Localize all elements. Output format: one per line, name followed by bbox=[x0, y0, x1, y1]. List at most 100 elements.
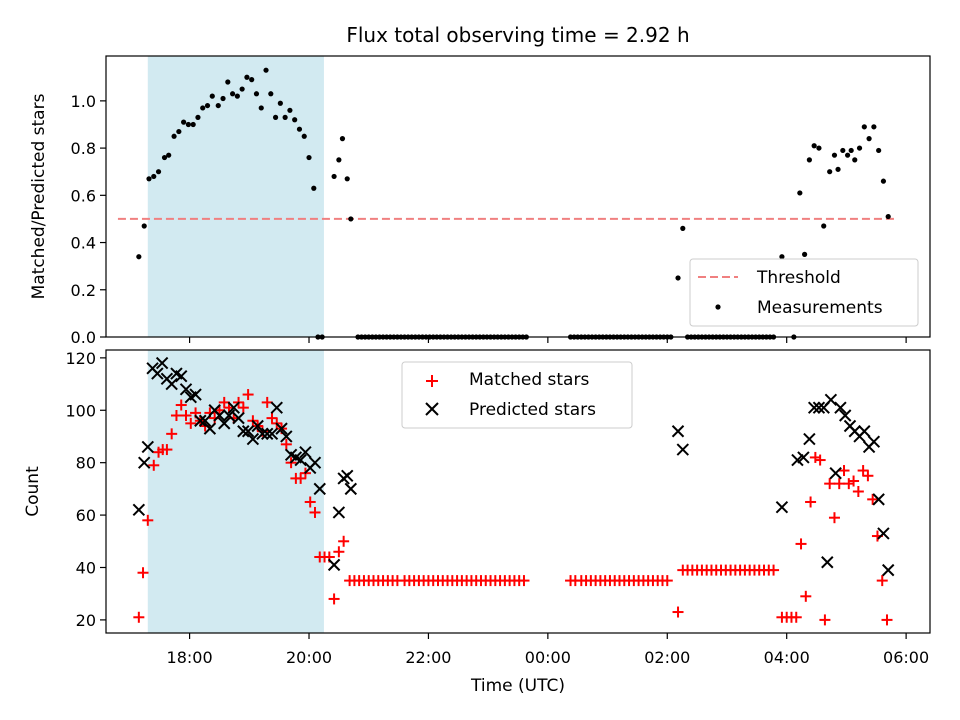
measurement-point bbox=[348, 216, 354, 222]
measurement-point bbox=[195, 114, 201, 120]
predicted-star-point bbox=[294, 453, 307, 467]
measurements-legend-label: Measurements bbox=[757, 298, 883, 318]
matched-star-point bbox=[175, 399, 187, 411]
predicted-star-point bbox=[807, 401, 821, 414]
measurement-point bbox=[306, 154, 312, 161]
predicted-star-point bbox=[824, 393, 838, 406]
count-y-axis-label: Count bbox=[23, 466, 43, 517]
x-tick-label: 18:00 bbox=[167, 648, 213, 667]
measurement-point bbox=[339, 136, 346, 142]
predicted-star-point bbox=[867, 435, 881, 448]
predicted-star-point bbox=[881, 563, 895, 577]
measurement-point bbox=[876, 147, 882, 154]
matched-star-point bbox=[161, 444, 173, 456]
predicted-star-point bbox=[299, 445, 312, 459]
measurement-point bbox=[190, 121, 196, 128]
y-tick-label: 0.2 bbox=[71, 281, 96, 300]
measurement-point bbox=[155, 169, 162, 175]
measurement-point bbox=[311, 185, 317, 191]
matched-star-point bbox=[148, 459, 160, 471]
measurement-point bbox=[835, 166, 841, 172]
predicted-star-point bbox=[194, 414, 207, 427]
measurements-legend-swatch bbox=[715, 304, 721, 310]
count-axes-frame bbox=[105, 349, 931, 634]
measurement-point bbox=[797, 190, 803, 196]
measurement-point bbox=[234, 93, 240, 99]
measurement-point bbox=[225, 79, 231, 85]
measurement-point bbox=[287, 107, 293, 113]
measurement-point bbox=[880, 178, 887, 184]
measurement-point bbox=[852, 157, 858, 163]
x-axis-label: Time (UTC) bbox=[470, 676, 565, 696]
predicted-star-point bbox=[313, 482, 326, 496]
x-tick-label: 02:00 bbox=[644, 648, 690, 667]
matched-star-point bbox=[280, 438, 292, 450]
predicted-star-point bbox=[341, 469, 354, 482]
measurement-point bbox=[811, 143, 817, 149]
predicted-star-point bbox=[132, 503, 146, 517]
predicted-star-point bbox=[270, 401, 283, 414]
measurement-point bbox=[209, 93, 215, 99]
matched-star-point bbox=[824, 478, 836, 490]
matched-star-point bbox=[862, 470, 874, 482]
matched-star-point bbox=[661, 575, 673, 587]
measurement-point bbox=[253, 91, 260, 97]
predicted-star-point bbox=[797, 451, 810, 464]
predicted-star-point bbox=[332, 506, 346, 519]
predicted-star-point bbox=[275, 422, 288, 435]
measurement-point bbox=[856, 145, 863, 151]
ratio-y-axis-label: Matched/Predicted stars bbox=[29, 93, 49, 299]
matched-star-point bbox=[838, 465, 850, 477]
ratio-x-ticks bbox=[188, 337, 907, 343]
measurement-point bbox=[249, 77, 255, 83]
measurement-point bbox=[229, 91, 236, 97]
matched-star-point bbox=[142, 514, 154, 526]
x-tick-label: 20:00 bbox=[286, 648, 332, 667]
measurement-point bbox=[675, 275, 681, 281]
measurement-point bbox=[840, 147, 846, 154]
count-shaded-region bbox=[147, 350, 324, 633]
ratio-panel: 0.0 0.2 0.4 0.6 0.8 1.0 Matched/Predicted sta… bbox=[29, 55, 931, 347]
measurement-point bbox=[185, 121, 191, 128]
measurement-point bbox=[141, 223, 147, 229]
predicted-star-point bbox=[227, 401, 240, 414]
predicted-star-point bbox=[138, 456, 151, 469]
predicted-star-point bbox=[280, 430, 293, 443]
measurement-point bbox=[331, 173, 337, 180]
measurement-point bbox=[181, 119, 187, 125]
predicted-star-point bbox=[308, 456, 322, 469]
measurement-point bbox=[344, 176, 350, 182]
matched-star-point bbox=[137, 567, 149, 579]
measurement-point bbox=[885, 213, 891, 220]
measurement-point bbox=[871, 124, 877, 130]
predicted-star-point bbox=[246, 432, 260, 446]
predicted-star-point bbox=[203, 422, 217, 435]
measurement-point bbox=[277, 100, 283, 106]
matched-legend-label: Matched stars bbox=[469, 370, 589, 390]
y-tick-label: 1.0 bbox=[71, 92, 96, 111]
predicted-star-point bbox=[189, 388, 202, 401]
measurement-point bbox=[821, 223, 827, 229]
matched-star-point bbox=[166, 428, 178, 440]
predicted-star-point bbox=[834, 401, 847, 414]
ratio-y-axis: 0.0 0.2 0.4 0.6 0.8 1.0 bbox=[71, 92, 106, 347]
x-tick-label: 22:00 bbox=[405, 648, 451, 667]
measurement-point bbox=[272, 114, 279, 120]
measurement-point bbox=[200, 105, 206, 111]
y-tick-label: 20 bbox=[76, 611, 96, 630]
measurement-point bbox=[827, 169, 833, 175]
measurement-point bbox=[848, 147, 854, 154]
y-tick-label: 0.0 bbox=[71, 328, 96, 347]
predicted-star-point bbox=[175, 369, 188, 383]
predicted-star-point bbox=[775, 501, 789, 514]
predicted-star-point bbox=[265, 427, 279, 441]
ratio-shaded-region bbox=[147, 56, 324, 337]
predicted-star-point bbox=[812, 401, 826, 414]
y-tick-label: 0.4 bbox=[71, 234, 96, 253]
matched-star-point bbox=[843, 478, 855, 490]
measurement-point bbox=[831, 152, 838, 158]
count-y-axis: 20 40 60 80 100 120 bbox=[65, 349, 106, 630]
matched-star-point bbox=[309, 506, 321, 518]
matched-star-point bbox=[819, 614, 831, 626]
measurement-point bbox=[258, 105, 264, 111]
